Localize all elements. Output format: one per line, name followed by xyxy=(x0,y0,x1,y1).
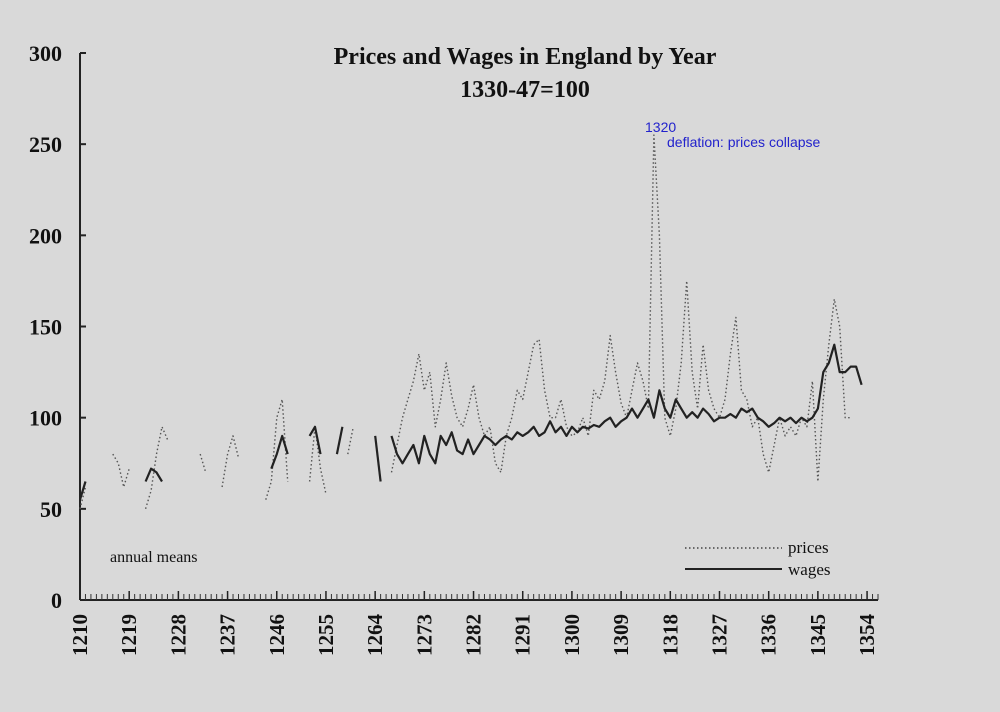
x-tick-label: 1237 xyxy=(216,614,240,656)
prices-line-segment xyxy=(347,426,354,455)
x-tick-label: 1228 xyxy=(166,614,190,656)
x-tick-label: 1264 xyxy=(363,614,387,657)
x-tick-label: 1291 xyxy=(511,614,535,656)
legend-label-wages: wages xyxy=(788,560,830,579)
wages-line-segment xyxy=(270,434,289,470)
prices-line-segment xyxy=(308,426,327,495)
series-wages xyxy=(78,343,863,501)
x-tick-label: 1300 xyxy=(560,614,584,656)
x-tick-label: 1246 xyxy=(265,614,289,656)
y-tick-label: 100 xyxy=(29,406,62,431)
legend-label-prices: prices xyxy=(788,538,829,557)
series-prices xyxy=(79,134,851,510)
x-tick-label: 1309 xyxy=(609,614,633,656)
series-layer xyxy=(78,134,863,510)
y-tick-label: 150 xyxy=(29,315,62,340)
x-tick-label: 1345 xyxy=(806,614,830,656)
y-tick-label: 50 xyxy=(40,497,62,522)
axes: 0 50 100 150 200 250 300 1210 1219 1228 1237 1246 12… xyxy=(29,41,879,656)
y-tick-label: 200 xyxy=(29,223,62,248)
legend: prices wages xyxy=(685,538,830,579)
x-tick-label: 1354 xyxy=(855,614,879,657)
chart-title: Prices and Wages in England by Year xyxy=(334,44,717,70)
annotation-year: 1320 xyxy=(645,119,676,135)
prices-line-segment xyxy=(390,134,851,483)
x-tick-label: 1219 xyxy=(117,614,141,656)
y-tick-label: 250 xyxy=(29,132,62,157)
annotation: 1320 deflation: prices collapse xyxy=(645,119,821,150)
x-tick-label: 1318 xyxy=(658,614,682,656)
annual-means-note: annual means xyxy=(110,549,198,566)
x-tick-label: 1327 xyxy=(707,614,731,656)
wages-line-segment xyxy=(390,343,863,465)
x-tick-label: 1336 xyxy=(757,614,781,656)
chart-subtitle: 1330-47=100 xyxy=(460,77,590,103)
wages-line-segment xyxy=(308,425,322,455)
wages-line-segment xyxy=(78,481,87,501)
y-tick-label: 300 xyxy=(29,41,62,66)
annotation-text: deflation: prices collapse xyxy=(667,134,821,150)
x-tick-label: 1210 xyxy=(68,614,92,656)
wages-line-segment xyxy=(374,435,382,482)
prices-line-segment xyxy=(221,435,240,488)
x-tick-label: 1273 xyxy=(412,614,436,656)
prices-line-segment xyxy=(265,398,289,500)
prices-line-segment xyxy=(112,453,130,488)
wages-line-segment xyxy=(144,467,163,483)
x-tick-label: 1255 xyxy=(314,614,338,656)
x-tick-label: 1282 xyxy=(462,614,486,656)
prices-line-segment xyxy=(144,426,169,510)
wages-line-segment xyxy=(335,426,344,455)
y-tick-label: 0 xyxy=(51,588,62,613)
